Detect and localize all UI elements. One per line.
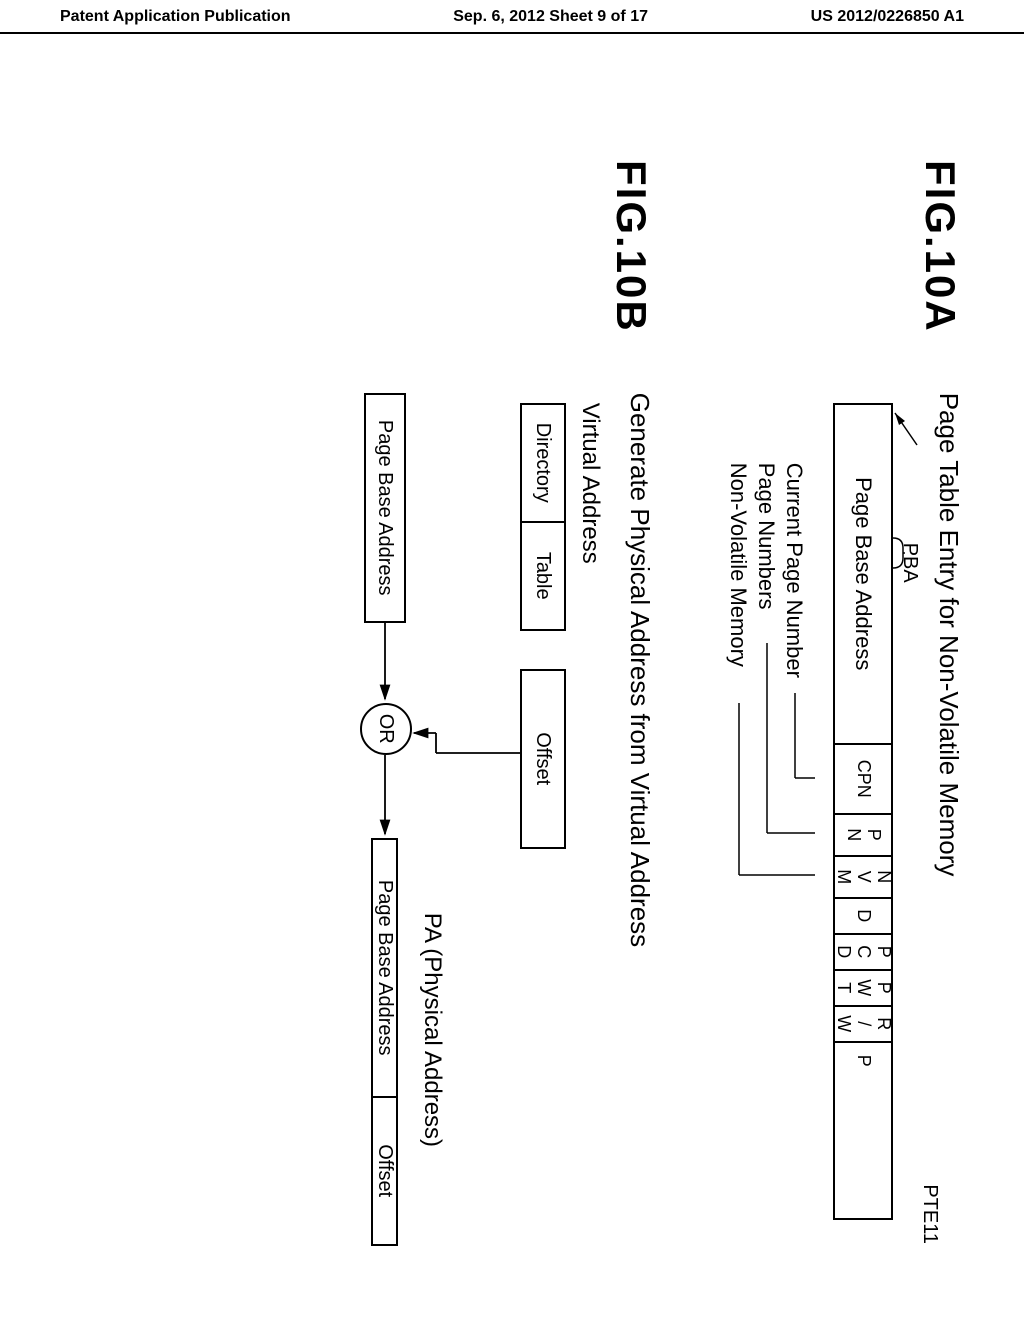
callout-nvm: Non-Volatile Memory [725, 463, 751, 667]
pte-table: Page Base Address CPN P N N V M D P C [833, 403, 893, 1220]
pte-cell-pwt: P W T [835, 971, 891, 1007]
va-table: Table [520, 521, 566, 631]
nvm-mid: V [853, 871, 873, 883]
fig-10a-title: Page Table Entry for Non-Volatile Memory [933, 393, 964, 1220]
va-row: Directory Table Offset [520, 403, 566, 847]
pwt-top: P [873, 982, 893, 994]
va-directory: Directory [520, 403, 566, 523]
pa-label: PA (Physical Address) [418, 913, 446, 1147]
fig-10a: FIG.10A Page Table Entry for Non-Volatil… [715, 160, 964, 1220]
pba-source-box: Page Base Address [364, 393, 406, 623]
page-header: Patent Application Publication Sep. 6, 2… [0, 0, 1024, 34]
pte-cell-pba: Page Base Address [835, 405, 891, 745]
pte-cell-p: P [835, 1043, 891, 1079]
pa-offset: Offset [372, 1096, 399, 1246]
header-left: Patent Application Publication [60, 8, 291, 26]
pa-base: Page Base Address [372, 838, 399, 1098]
pn-bot: N [843, 828, 863, 841]
callout-cpn: Current Page Number [781, 463, 807, 678]
pte-cell-pcd: P C D [835, 935, 891, 971]
pcd-mid: C [853, 945, 873, 958]
callouts: Current Page Number Page Numbers Non-Vol… [715, 403, 815, 1220]
pte-label: PTE11 [918, 1184, 941, 1244]
pwt-mid: W [853, 979, 873, 996]
pte-cell-nvm: N V M [835, 857, 891, 899]
or-gate: OR [360, 703, 412, 755]
pte-cell-pn: P N [835, 815, 891, 857]
va-label: Virtual Address [576, 403, 604, 1220]
pa-row: Page Base Address Offset [362, 838, 408, 1246]
pte-cell-d: D [835, 899, 891, 935]
pcd-bot: D [833, 945, 853, 958]
nvm-top: N [873, 870, 893, 883]
diagram-10b: Directory Table Offset Page Base Address… [266, 393, 566, 1220]
pte-arrow-icon [889, 403, 919, 453]
pba-label: PBA [898, 543, 921, 583]
rotated-content: FIG.10A Page Table Entry for Non-Volatil… [0, 178, 1024, 1202]
header-center: Sep. 6, 2012 Sheet 9 of 17 [453, 8, 648, 26]
fig-10b-label: FIG.10B [607, 160, 655, 333]
fig-10b-title: Generate Physical Address from Virtual A… [624, 393, 655, 1220]
nvm-bot: M [833, 869, 853, 884]
rw-mid: / [853, 1021, 873, 1026]
header-right: US 2012/0226850 A1 [811, 8, 964, 26]
pcd-top: P [873, 946, 893, 958]
pte-cell-rw: R / W [835, 1007, 891, 1043]
rw-top: R [873, 1017, 893, 1030]
pn-top: P [863, 829, 883, 841]
va-offset: Offset [520, 669, 566, 849]
pwt-bot: T [833, 982, 853, 993]
fig-10b: FIG.10B Generate Physical Address from V… [266, 160, 655, 1220]
callout-pn: Page Numbers [753, 463, 779, 610]
fig-10a-label: FIG.10A [916, 160, 964, 333]
pte-cell-cpn: CPN [835, 745, 891, 815]
rw-bot: W [833, 1015, 853, 1032]
